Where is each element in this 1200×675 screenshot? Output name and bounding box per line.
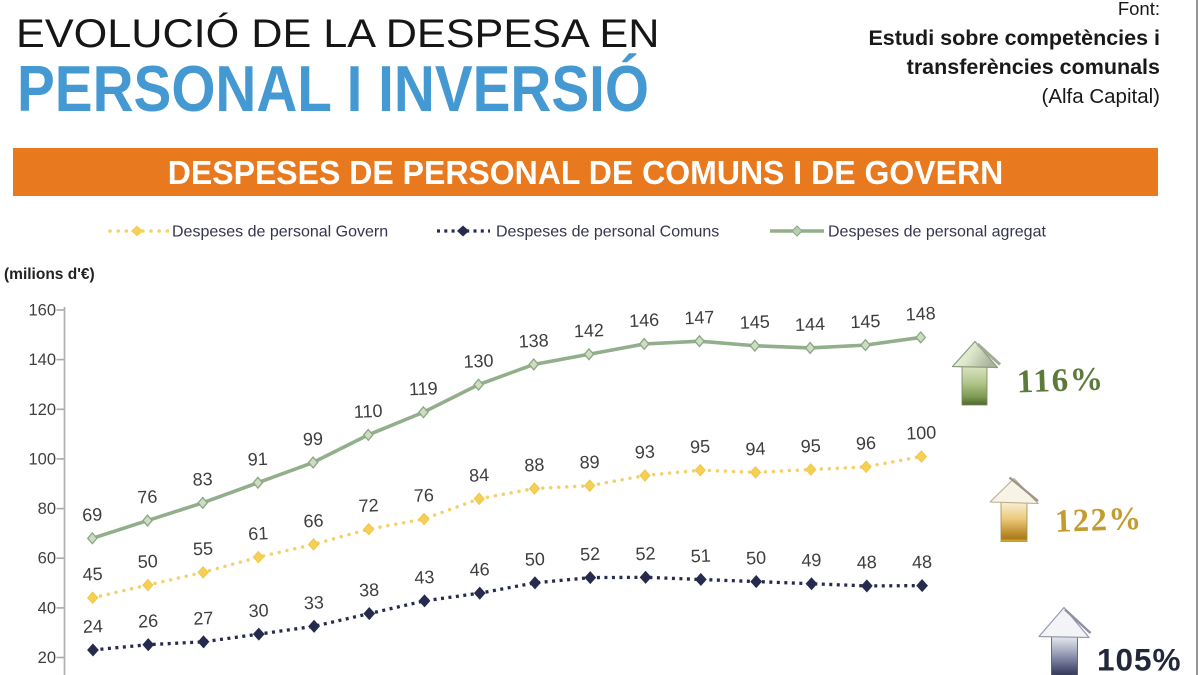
svg-text:99: 99: [303, 429, 324, 450]
svg-text:38: 38: [359, 580, 380, 601]
svg-text:145: 145: [739, 312, 770, 333]
svg-text:26: 26: [138, 611, 159, 632]
svg-text:93: 93: [634, 442, 655, 463]
svg-text:140: 140: [28, 351, 56, 369]
svg-text:142: 142: [573, 320, 604, 341]
svg-text:160: 160: [28, 302, 56, 320]
svg-text:40: 40: [38, 599, 56, 617]
svg-text:100: 100: [906, 422, 937, 443]
svg-text:50: 50: [746, 548, 767, 569]
svg-text:147: 147: [684, 307, 715, 328]
svg-text:76: 76: [413, 485, 434, 506]
svg-text:130: 130: [463, 350, 494, 371]
svg-text:72: 72: [358, 495, 379, 516]
svg-text:110: 110: [353, 401, 383, 422]
svg-text:66: 66: [303, 510, 324, 531]
svg-text:105%: 105%: [1097, 642, 1182, 675]
svg-text:80: 80: [38, 500, 56, 518]
svg-text:30: 30: [248, 600, 269, 621]
svg-text:116%: 116%: [1016, 361, 1105, 400]
svg-text:83: 83: [192, 469, 213, 490]
svg-text:76: 76: [137, 487, 158, 508]
svg-text:95: 95: [800, 436, 821, 457]
svg-text:48: 48: [856, 552, 877, 573]
svg-text:33: 33: [303, 592, 324, 613]
svg-text:46: 46: [469, 559, 490, 580]
svg-text:43: 43: [414, 567, 435, 588]
svg-text:120: 120: [28, 401, 56, 419]
svg-text:146: 146: [629, 310, 660, 331]
svg-text:51: 51: [690, 546, 711, 567]
svg-text:122%: 122%: [1054, 501, 1143, 540]
svg-text:45: 45: [82, 564, 103, 585]
svg-text:50: 50: [524, 549, 545, 570]
svg-text:91: 91: [247, 449, 268, 470]
svg-text:49: 49: [801, 550, 822, 571]
svg-text:89: 89: [579, 452, 600, 473]
svg-text:Despeses de personal agregat: Despeses de personal agregat: [828, 224, 1046, 241]
svg-text:88: 88: [524, 455, 545, 476]
svg-text:95: 95: [690, 436, 711, 457]
svg-text:(milions d'€): (milions d'€): [4, 266, 95, 283]
svg-text:100: 100: [28, 450, 56, 468]
svg-text:69: 69: [82, 504, 103, 525]
svg-text:20: 20: [38, 649, 56, 667]
svg-text:60: 60: [38, 550, 56, 568]
svg-text:55: 55: [193, 538, 214, 559]
svg-text:52: 52: [635, 543, 656, 564]
svg-text:84: 84: [469, 465, 490, 486]
svg-text:48: 48: [912, 552, 933, 573]
svg-text:24: 24: [82, 616, 103, 637]
svg-text:144: 144: [795, 314, 826, 335]
svg-text:27: 27: [193, 608, 214, 629]
svg-text:148: 148: [905, 303, 936, 324]
svg-text:138: 138: [518, 330, 549, 351]
svg-text:145: 145: [850, 311, 881, 332]
svg-text:96: 96: [856, 433, 877, 454]
svg-text:Despeses de personal Comuns: Despeses de personal Comuns: [496, 224, 719, 241]
svg-text:Despeses de personal Govern: Despeses de personal Govern: [172, 224, 388, 241]
svg-text:119: 119: [408, 378, 438, 399]
svg-text:50: 50: [137, 551, 158, 572]
svg-text:94: 94: [745, 438, 766, 459]
svg-text:52: 52: [580, 544, 601, 565]
svg-text:61: 61: [248, 523, 269, 544]
